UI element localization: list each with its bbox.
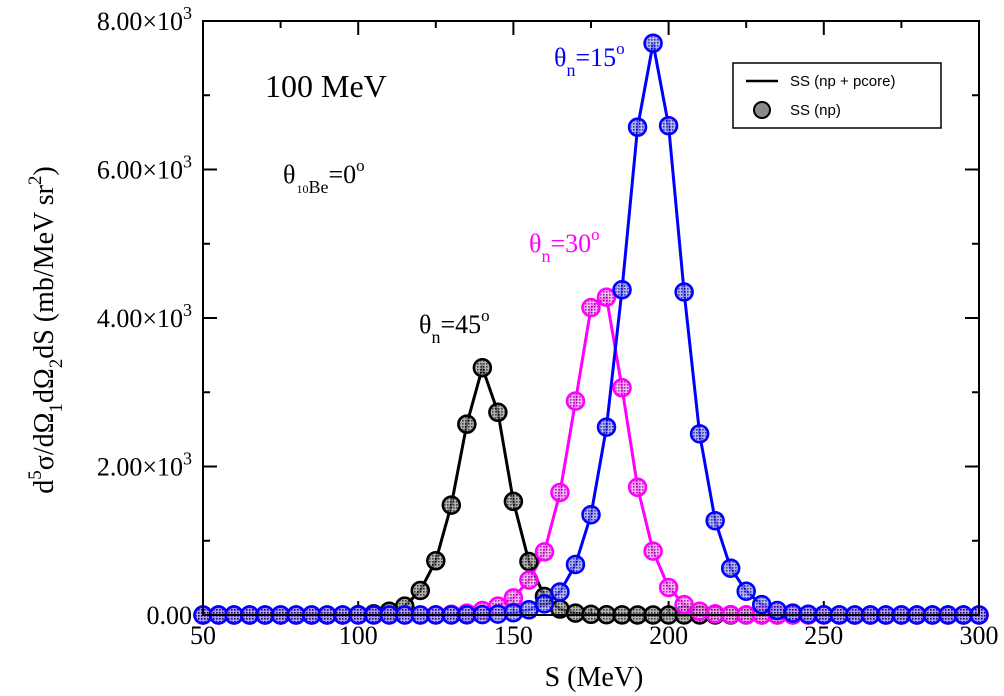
series-1-point-texture [444,498,459,513]
series-3-point-texture [754,597,769,612]
legend: SS (np + pcore) SS (np) [732,62,942,129]
x-tick-label: 250 [804,621,843,650]
series-1-point-texture [413,583,428,598]
series-3-point-texture [739,584,754,599]
x-tick-label: 300 [960,621,999,650]
legend-box [732,62,942,129]
x-tick-label: 150 [494,621,533,650]
series-1-point-texture [521,554,536,569]
series-line-1 [203,362,979,617]
series-1-point-texture [552,602,567,617]
series-2-point-texture [661,580,676,595]
series-3-point-texture [723,561,738,576]
y-tick-label: 2.00×103 [97,449,192,482]
be-angle-label: θ10Be=0o [283,156,365,197]
series-2-point-texture [584,300,598,315]
theta15-label: θn=15o [554,39,625,80]
series-3-point-texture [661,118,676,133]
series-2-point-texture [615,380,630,395]
series-3-point-texture [646,36,661,51]
series-3-point-texture [785,606,800,621]
y-axis-title: d5σ/dΩ1dΩ2dS (mb/MeV sr2) [25,166,67,494]
theta30-label: θn=30o [529,225,600,266]
series-3-point-texture [615,282,630,297]
series-3-point-texture [692,426,707,441]
series-1-point-texture [428,553,443,568]
series-3-point-texture [630,120,645,135]
series-3-point-texture [584,507,598,522]
plot-frame [202,20,980,616]
y-tick-label: 0.00 [147,601,193,630]
x-tick-label: 50 [190,621,216,650]
x-tick-label: 100 [339,621,378,650]
series-3-point-texture [677,285,692,300]
series-1-point-texture [490,405,505,420]
series-1-point-texture [506,494,521,509]
series-2-point-texture [552,485,567,500]
series-3-point-texture [506,605,521,620]
series-2-point-texture [537,544,552,559]
series-1-point-texture [568,606,583,621]
series-2-point-texture [599,290,614,305]
series-3-point-texture [568,557,583,572]
y-tick-label: 6.00×103 [97,152,192,185]
series-1-point-texture [475,360,490,375]
legend-line-label: SS (np + pcore) [790,73,895,90]
energy-label: 100 MeV [265,68,387,104]
series-2-point-texture [692,604,707,619]
series-2-point-texture [646,544,661,559]
series-3-point-texture [599,420,614,435]
series-1-point-texture [459,417,474,432]
series-line-2 [203,294,979,617]
y-tick-label: 4.00×103 [97,300,192,333]
series-3-point-texture [552,584,567,599]
series-line-3 [203,43,979,617]
y-tick-label: 8.00×103 [97,3,192,36]
series-2-point-texture [677,597,692,612]
series-2-point-texture [506,590,521,605]
series-3-point-texture [708,513,723,528]
series-2-point-texture [568,394,583,409]
legend-marker-label: SS (np) [790,102,841,119]
series-3-point-texture [537,596,552,611]
series-3-point-texture [521,602,536,617]
series-2-point-texture [708,606,723,621]
series-2-point-texture [521,573,536,588]
x-tick-label: 200 [649,621,688,650]
legend-marker-swatch [753,101,771,119]
theta45-label: θn=45o [419,306,490,347]
x-axis-title: S (MeV) [545,662,644,693]
series-2-point-texture [630,480,645,495]
